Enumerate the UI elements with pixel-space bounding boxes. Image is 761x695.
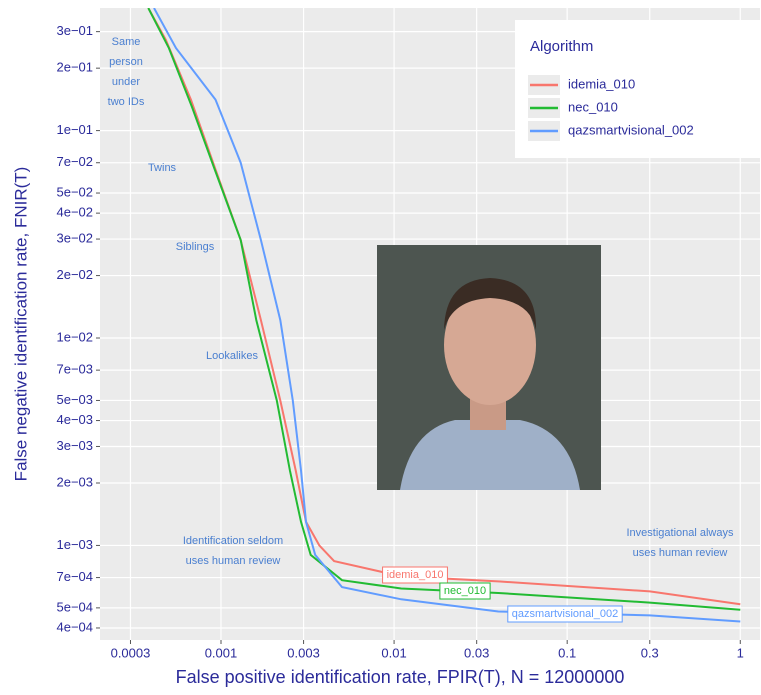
series-label: qazsmartvisional_002 bbox=[512, 608, 618, 620]
x-tick-label: 0.0003 bbox=[111, 645, 151, 660]
y-tick-label: 4e−03 bbox=[56, 412, 93, 427]
annotation: Siblings bbox=[176, 241, 215, 253]
x-tick-label: 0.001 bbox=[205, 645, 238, 660]
x-tick-label: 1 bbox=[737, 645, 744, 660]
series-label-box bbox=[382, 566, 448, 584]
y-tick-label: 2e−03 bbox=[56, 474, 93, 489]
y-tick-label: 3e−03 bbox=[56, 438, 93, 453]
series-line bbox=[153, 8, 741, 623]
annotation: uses human review bbox=[633, 547, 728, 559]
y-tick-label: 1e−01 bbox=[56, 122, 93, 137]
photo bbox=[377, 245, 601, 490]
series-label: idemia_010 bbox=[387, 569, 444, 581]
annotation: two IDs bbox=[108, 96, 145, 108]
legend-label: qazsmartvisional_002 bbox=[568, 122, 694, 137]
x-tick-label: 0.1 bbox=[558, 645, 576, 660]
annotation: uses human review bbox=[186, 555, 281, 567]
x-tick-label: 0.003 bbox=[287, 645, 320, 660]
legend: Algorithm idemia_010 nec_010 qazsmartvision… bbox=[515, 20, 760, 158]
series-label-box bbox=[439, 582, 491, 600]
series-label: nec_010 bbox=[444, 585, 486, 597]
annotation: Identification seldom bbox=[183, 535, 283, 547]
legend-label: idemia_010 bbox=[568, 76, 635, 91]
series-label-box bbox=[507, 605, 623, 623]
y-tick-label: 3e−02 bbox=[56, 230, 93, 245]
annotation: under bbox=[112, 76, 140, 88]
legend-label: nec_010 bbox=[568, 99, 618, 114]
y-tick-label: 5e−02 bbox=[56, 184, 93, 199]
x-axis-label: False positive identification rate, FPIR… bbox=[176, 667, 625, 687]
y-tick-label: 3e−01 bbox=[56, 23, 93, 38]
y-axis-label: False negative identification rate, FNIR… bbox=[11, 167, 30, 482]
y-tick-label: 5e−03 bbox=[56, 392, 93, 407]
y-tick-label: 2e−01 bbox=[56, 60, 93, 75]
annotation: person bbox=[109, 56, 143, 68]
x-tick-label: 0.03 bbox=[464, 645, 489, 660]
y-tick-label: 1e−03 bbox=[56, 537, 93, 552]
x-tick-label: 0.3 bbox=[641, 645, 659, 660]
y-tick-label: 4e−02 bbox=[56, 205, 93, 220]
y-tick-label: 5e−04 bbox=[56, 599, 93, 614]
y-tick-label: 7e−02 bbox=[56, 154, 93, 169]
y-tick-label: 4e−04 bbox=[56, 619, 93, 634]
annotation: Lookalikes bbox=[206, 350, 258, 362]
annotation: Same bbox=[112, 36, 141, 48]
y-tick-label: 7e−04 bbox=[56, 569, 93, 584]
y-tick-label: 7e−03 bbox=[56, 362, 93, 377]
series-line bbox=[147, 8, 741, 606]
annotation: Investigational always bbox=[626, 527, 734, 539]
y-tick-label: 2e−02 bbox=[56, 267, 93, 282]
y-tick-label: 1e−02 bbox=[56, 329, 93, 344]
legend-title: Algorithm bbox=[530, 38, 593, 55]
annotation: Twins bbox=[148, 162, 177, 174]
x-tick-label: 0.01 bbox=[381, 645, 406, 660]
